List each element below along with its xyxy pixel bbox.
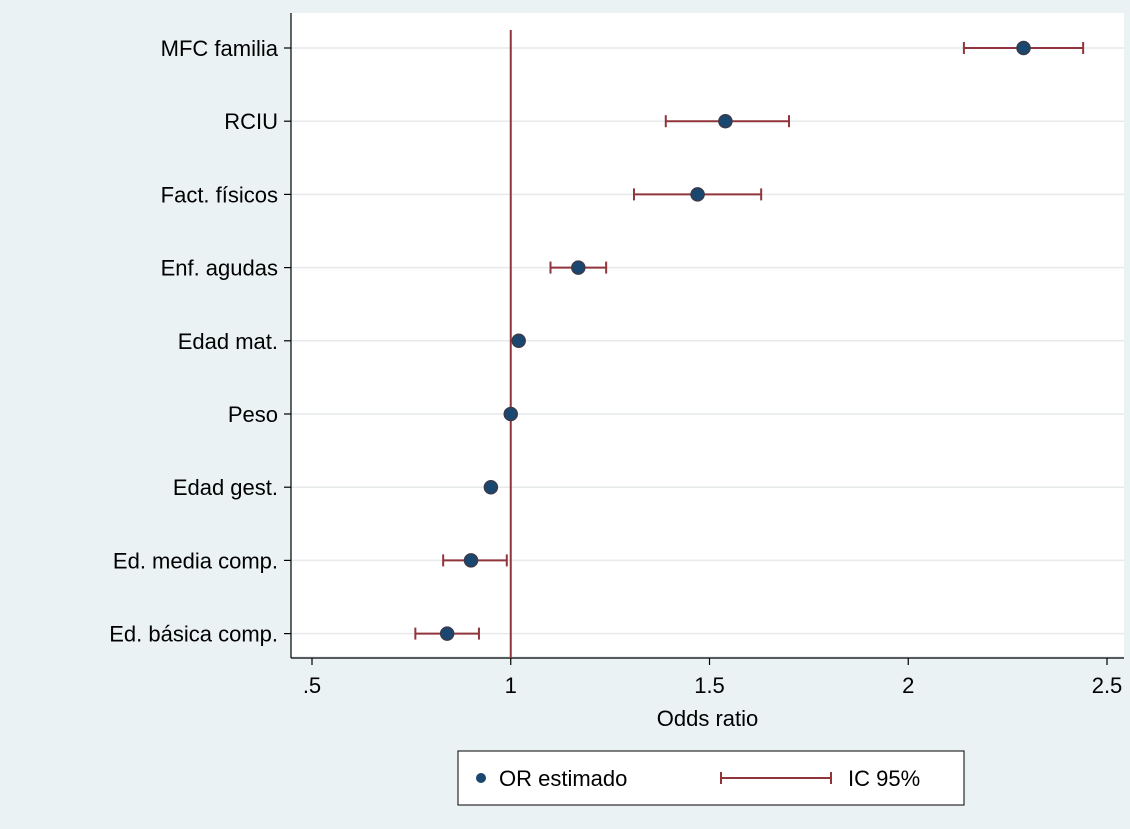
or-point xyxy=(483,479,499,495)
legend: OR estimado IC 95% xyxy=(457,750,965,806)
or-point xyxy=(439,626,455,641)
legend-ci-icon xyxy=(720,772,832,784)
or-point xyxy=(511,333,526,349)
y-tick-label: Enf. agudas xyxy=(161,256,278,281)
legend-ci-label: IC 95% xyxy=(848,766,920,791)
y-tick-label: RCIU xyxy=(224,109,278,134)
axis-labels: MFC familia RCIU Fact. físicos Enf. agudas E… xyxy=(109,36,1122,698)
y-tick-label: Fact. físicos xyxy=(161,182,278,207)
or-point xyxy=(718,113,733,129)
y-tick-label: Peso xyxy=(228,402,278,427)
legend-marker-icon xyxy=(476,773,486,783)
grid-lines xyxy=(291,47,1124,635)
or-points xyxy=(439,40,1031,641)
x-tick-label: 2.5 xyxy=(1092,673,1123,698)
y-tick-label: Ed. media comp. xyxy=(113,548,278,573)
x-tick-label: 1.5 xyxy=(694,673,725,698)
x-tick-label: 2 xyxy=(902,673,914,698)
y-tick-label: Edad gest. xyxy=(173,475,278,500)
legend-point-label: OR estimado xyxy=(499,766,627,791)
x-tick-label: 1 xyxy=(505,673,517,698)
legend-box xyxy=(457,750,965,806)
x-axis-title: Odds ratio xyxy=(657,706,759,731)
or-point xyxy=(1016,40,1031,56)
or-point xyxy=(503,406,518,422)
or-point xyxy=(463,553,479,568)
or-point xyxy=(690,187,705,202)
y-tick-label: MFC familia xyxy=(161,36,279,61)
plot-area xyxy=(291,13,1124,656)
or-point xyxy=(571,260,586,275)
y-tick-label: Ed. básica comp. xyxy=(109,622,278,647)
y-tick-label: Edad mat. xyxy=(178,329,278,354)
axes xyxy=(284,13,1124,665)
x-tick-label: .5 xyxy=(303,673,321,698)
